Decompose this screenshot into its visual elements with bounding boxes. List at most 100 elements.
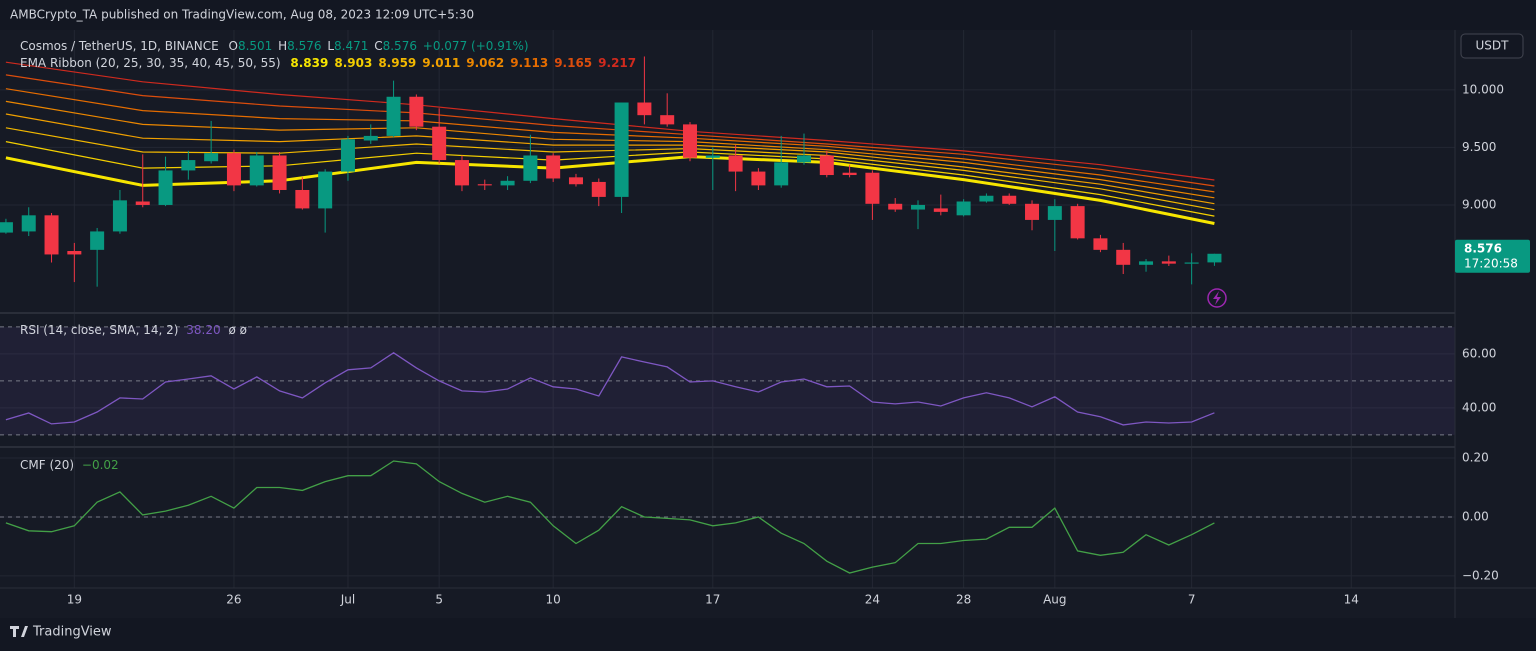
candle-body: [44, 215, 59, 255]
candle-body: [386, 96, 401, 136]
ribbon-value: 9.165: [554, 56, 592, 70]
candle-body: [1184, 262, 1199, 264]
x-tick-label: 17: [705, 593, 720, 607]
ribbon-value: 8.903: [334, 56, 372, 70]
candle-body: [1207, 253, 1222, 263]
candle-body: [614, 102, 629, 197]
y-tick-label: 60.00: [1462, 346, 1496, 360]
grid: [0, 30, 1455, 588]
candle-body: [272, 155, 287, 190]
ohlc-key: L: [327, 39, 334, 53]
chart-area: [0, 30, 1536, 618]
publish-header: AMBCrypto_TA published on TradingView.co…: [10, 8, 474, 22]
cmf-label: CMF (20): [20, 458, 74, 472]
currency-button[interactable]: [1460, 33, 1524, 59]
candle-body: [956, 201, 971, 216]
ribbon-label: EMA Ribbon (20, 25, 30, 35, 40, 45, 50, …: [20, 56, 281, 70]
ohlc-value: 8.501: [238, 39, 272, 53]
ribbon-value: 9.011: [422, 56, 460, 70]
candle-body: [67, 250, 82, 255]
candle-body: [546, 155, 561, 179]
candle-body: [500, 180, 515, 186]
rsi-value: 38.20: [186, 323, 220, 337]
candle-body: [819, 155, 834, 176]
candle-body: [318, 171, 333, 209]
candle-body: [568, 177, 583, 185]
candle-body: [363, 135, 378, 141]
symbol: Cosmos / TetherUS, 1D, BINANCE: [20, 39, 219, 53]
ohlc-value: 8.576: [287, 39, 321, 53]
countdown-label: 17:20:58: [1464, 256, 1518, 270]
ohlc-key: O: [228, 39, 237, 53]
symbol-legend: Cosmos / TetherUS, 1D, BINANCE O8.501 H8…: [20, 39, 529, 53]
y-tick-label: 9.500: [1462, 140, 1496, 154]
candle-body: [591, 181, 606, 197]
candle-body: [933, 208, 948, 212]
ohlc-key: C: [374, 39, 382, 53]
ohlc-key: H: [278, 39, 287, 53]
candle-body: [340, 139, 355, 172]
candle-body: [682, 124, 697, 158]
candle-body: [1093, 238, 1108, 250]
candle-body: [842, 172, 857, 176]
candle-body: [797, 155, 812, 163]
y-tick-label: 10.000: [1462, 82, 1504, 96]
indicator-line: [5, 352, 1215, 426]
candle-body: [0, 222, 13, 233]
candle-body: [181, 160, 196, 171]
last-price-label: 8.576: [1464, 241, 1502, 255]
x-tick-label: 10: [546, 593, 561, 607]
candle-body: [728, 155, 743, 172]
y-tick-label: 0.20: [1462, 451, 1489, 465]
ohlc-value: 8.471: [334, 39, 368, 53]
candle-body: [1002, 195, 1017, 204]
x-tick-label: 7: [1188, 593, 1196, 607]
candle-body: [751, 171, 766, 186]
y-tick-label: 0.00: [1462, 509, 1489, 523]
rsi-legend: RSI (14, close, SMA, 14, 2) 38.20 ø ø: [20, 323, 247, 337]
ribbon-value: 9.217: [598, 56, 636, 70]
candle-body: [888, 203, 903, 210]
candle-body: [90, 231, 105, 250]
x-tick-label: 5: [435, 593, 443, 607]
candle-body: [660, 115, 675, 125]
candle-body: [158, 170, 173, 205]
ribbon-value: 9.113: [510, 56, 548, 70]
logo-text: TradingView: [32, 625, 112, 640]
candle-body: [1116, 249, 1131, 265]
ribbon-value: 9.062: [466, 56, 504, 70]
candle-body: [865, 172, 880, 204]
candle-body: [774, 162, 789, 186]
cmf-legend: CMF (20) −0.02: [20, 458, 119, 472]
candle-body: [637, 102, 652, 116]
candle-body: [135, 201, 150, 205]
x-tick-label: Jul: [340, 593, 355, 607]
y-tick-label: −0.20: [1462, 568, 1499, 582]
candle-body: [432, 126, 447, 161]
currency-label[interactable]: USDT: [1476, 39, 1510, 53]
ohlc-value: 8.576: [383, 39, 417, 53]
rsi-label: RSI (14, close, SMA, 14, 2): [20, 323, 178, 337]
candle-body: [1139, 261, 1154, 265]
candle-body: [454, 160, 469, 186]
lightning-icon[interactable]: [1207, 288, 1227, 308]
candle-body: [523, 155, 538, 181]
x-tick-label: Aug: [1043, 593, 1066, 607]
candle-body: [204, 153, 219, 162]
candle-body: [1047, 206, 1062, 220]
candle-body: [295, 189, 310, 209]
candle-body: [979, 195, 994, 202]
x-tick-label: 28: [956, 593, 971, 607]
candle-body: [1025, 203, 1040, 220]
plot: [0, 56, 1222, 574]
candle-body: [1161, 261, 1176, 264]
candle-body: [21, 215, 36, 232]
change: +0.077 (+0.91%): [423, 39, 529, 53]
rsi-extra: ø ø: [228, 323, 247, 337]
indicator-line: [5, 460, 1215, 574]
ribbon-legend: EMA Ribbon (20, 25, 30, 35, 40, 45, 50, …: [20, 56, 636, 70]
candle-body: [409, 96, 424, 127]
x-tick-label: 14: [1344, 593, 1359, 607]
x-tick-label: 19: [67, 593, 82, 607]
